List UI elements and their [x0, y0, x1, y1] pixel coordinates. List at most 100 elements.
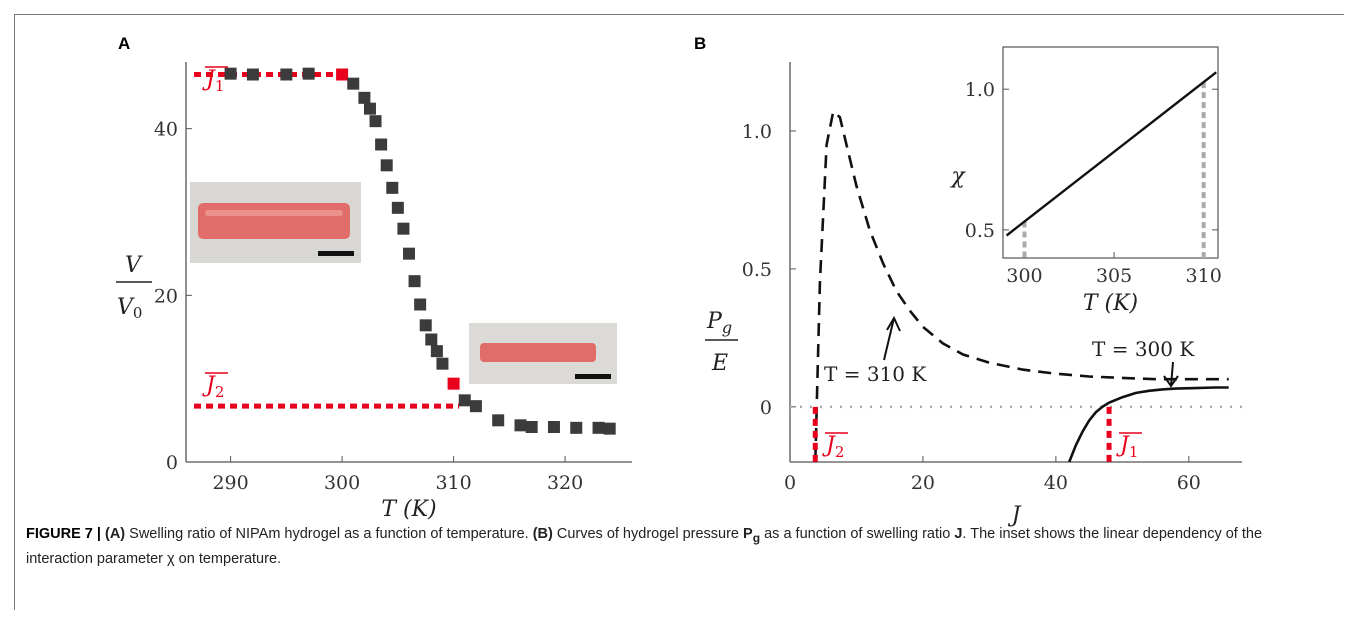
panel-b-y-label-num-sub: g	[722, 318, 732, 337]
panel-a-data-point	[570, 421, 583, 434]
panel-a-y-label-num: V	[125, 253, 143, 278]
panel-b-x-tick-label: 0	[784, 472, 796, 494]
panel-a-data-point	[363, 102, 376, 115]
panel-b-label: B	[694, 34, 706, 53]
panel-a-data-point	[514, 419, 527, 432]
panel-a-x-tick-label: 320	[547, 472, 583, 494]
panel-b-y-tick-label: 0.5	[742, 259, 772, 281]
panel-a-label-j1-sub: 1	[215, 77, 225, 95]
photo-small-scalebar	[575, 374, 611, 379]
inset-x-tick-label: 305	[1096, 265, 1132, 287]
panel-a-label-j2-sub: 2	[215, 383, 225, 401]
inset-chi-line	[1005, 71, 1217, 237]
panel-a-y-label-den-sub: 0	[133, 304, 143, 322]
panel-b-x-tick-label: 40	[1044, 472, 1068, 494]
caption-pg: Pg	[743, 526, 761, 545]
caption-a-tag: (A)	[105, 526, 126, 542]
caption-b-text2: as a function of swelling ratio	[760, 526, 955, 542]
hydrogel-photo-small	[469, 323, 617, 384]
panel-a-label: A	[118, 34, 130, 53]
inset-x-tick-label: 310	[1186, 265, 1222, 287]
panel-b-label-j1: J1	[1116, 432, 1142, 461]
panel-a-data-point	[425, 333, 438, 346]
inset-frame	[1002, 46, 1219, 259]
panel-a-data-point	[397, 222, 410, 235]
panel-b-y-tick-label: 1.0	[742, 121, 772, 143]
panel-a-x-tick-label: 290	[212, 472, 248, 494]
panel-a-data-point	[336, 68, 349, 81]
panel-a-data-point	[375, 138, 388, 151]
hydrogel-photo-large	[190, 182, 361, 263]
series-310k-line	[814, 109, 1229, 463]
panel-a-data-point	[430, 345, 443, 358]
panel-a-data-point	[302, 67, 315, 80]
panel-a-data-point	[408, 275, 421, 288]
panel-a-data-point	[469, 400, 482, 413]
panel-a-data-point	[280, 68, 293, 81]
panel-a-label-j1: J1	[202, 66, 228, 95]
arrow-300k-icon	[1163, 361, 1179, 388]
series-300k-annotation: T = 300 K	[1092, 337, 1195, 361]
caption-pg-letter: P	[743, 526, 753, 542]
panel-a-y-tick-label: 20	[154, 285, 178, 307]
caption-b-tag: (B)	[532, 526, 553, 542]
panel-a-data-point	[547, 421, 560, 433]
inset-x-tick-label: 300	[1006, 265, 1042, 287]
panel-a-x-label: T (K)	[381, 497, 436, 522]
photo-large-shine	[205, 210, 343, 216]
panel-a-y-tick-label: 40	[154, 119, 178, 141]
panel-a-data-point	[369, 115, 382, 128]
inset-y-tick-label: 0.5	[965, 220, 995, 242]
panel-a-data-point	[447, 377, 460, 390]
figure-frame	[14, 14, 1344, 610]
panel-b-label-j2: J2	[822, 432, 848, 461]
caption-pg-sub: g	[752, 530, 761, 545]
series-300k-line	[1067, 386, 1229, 463]
panel-b-label-j1-sub: 1	[1129, 443, 1139, 461]
panel-a-data-point	[224, 67, 237, 80]
photo-small-gel	[480, 343, 596, 362]
panel-a-data-point	[525, 421, 538, 433]
arrow-310k-icon	[883, 315, 901, 361]
panel-b-label-j2-sub: 2	[835, 443, 845, 461]
panel-a-data-point	[403, 247, 415, 260]
photo-large-scalebar	[318, 251, 354, 256]
caption-b-text1: Curves of hydrogel pressure	[552, 526, 744, 542]
caption-b-text3: . The inset shows the linear dependency …	[26, 526, 1263, 567]
caption-j: J	[954, 526, 963, 542]
panel-a-x-tick-label: 300	[324, 472, 360, 494]
panel-b-chart: 0 20 40 60 0 0.5 1.0 J Pg E T = 310 K T = 300 K	[705, 62, 1242, 528]
inset-y-label: χ	[949, 164, 966, 189]
panel-b-y-label-num: Pg	[706, 309, 732, 337]
panel-b-x-tick-label: 60	[1177, 472, 1201, 494]
caption-a-text: Swelling ratio of NIPAm hydrogel as a fu…	[125, 526, 533, 542]
panel-a-data-point	[380, 159, 393, 172]
panel-a-label-j2: J2	[202, 372, 228, 401]
panel-a-label-j1-text: J1	[202, 67, 224, 95]
inset-y-tick-label: 1.0	[965, 79, 995, 101]
panel-a-data-point	[347, 77, 360, 90]
panel-b-y-tick-label: 0	[760, 397, 772, 419]
panel-b-label-j2-text: J2	[822, 433, 844, 461]
panel-b-x-tick-label: 20	[911, 472, 935, 494]
series-310k-annotation: T = 310 K	[824, 362, 927, 386]
panel-a-x-tick-label: 310	[435, 472, 471, 494]
panel-a-data-point	[592, 421, 605, 434]
panel-a-label-j2-text: J2	[202, 373, 224, 401]
panel-a-data-point	[603, 422, 616, 435]
inset-x-label: T (K)	[1083, 291, 1138, 316]
panel-a-data-point	[414, 298, 427, 311]
panel-b-x-label: J	[1008, 503, 1022, 528]
figure-caption: FIGURE 7 | (A) Swelling ratio of NIPAm h…	[26, 524, 1326, 570]
panel-a-data-point	[391, 201, 404, 214]
panel-b-inset: 300 305 310 0.5 1.0 T (K) χ	[949, 46, 1222, 316]
panel-a-data-point	[358, 91, 371, 104]
panel-a-data-point	[419, 319, 432, 332]
caption-lead: FIGURE 7 |	[26, 526, 105, 542]
panel-a-y-tick-label: 0	[166, 452, 178, 474]
panel-a-data-point	[436, 357, 449, 370]
panel-b-label-j1-text: J1	[1116, 433, 1138, 461]
photo-large-gel	[198, 203, 350, 239]
